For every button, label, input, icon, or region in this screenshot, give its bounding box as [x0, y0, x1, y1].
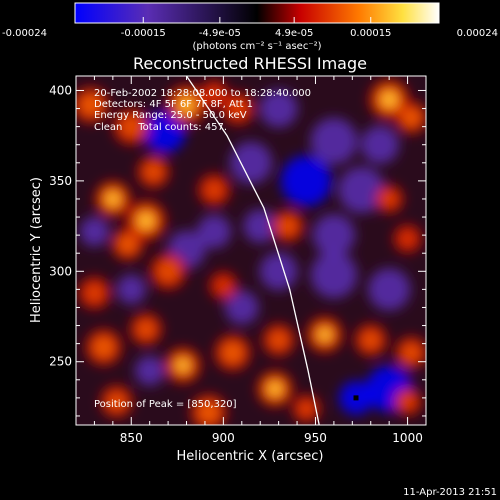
- annotation-energy: Energy Range: 25.0 - 50.0 keV: [94, 110, 247, 121]
- y-tick-label: 350: [49, 174, 72, 188]
- heatmap-cold-region: [312, 213, 356, 257]
- heatmap-hot-core: [360, 329, 381, 351]
- heatmap-cold-region: [310, 117, 358, 165]
- heatmap-hot-peak: [139, 214, 153, 227]
- solar-limb-curve: [185, 76, 320, 425]
- heatmap-cold-region: [197, 214, 232, 249]
- heatmap-hot-core: [398, 229, 417, 248]
- colorbar-unit-label: (photons cm⁻² s⁻¹ asec⁻²): [192, 41, 321, 52]
- heatmap-hot-core: [119, 115, 143, 138]
- heatmap-hot-core: [401, 107, 422, 128]
- heatmap-hot-core: [143, 161, 164, 182]
- heatmap-hot-core: [84, 282, 105, 304]
- heatmap-hot-core: [197, 401, 220, 424]
- heatmap-cold-region: [259, 252, 298, 291]
- heatmap-cold-region: [229, 141, 273, 184]
- heatmap-hot-core: [79, 93, 103, 117]
- colorbar: -0.00024 -0.00015 -4.9e-05 4.9e-05 0.00015 0.…: [2, 2, 498, 52]
- x-tick-label: 1000: [392, 431, 423, 445]
- heatmap-hot-core: [135, 319, 157, 340]
- colorbar-tick-label: 0.00024: [457, 28, 498, 39]
- heatmap-hot-core: [214, 276, 233, 295]
- colorbar-tick-label: 4.9e-05: [275, 28, 313, 39]
- x-axis-label: Heliocentric X (arcsec): [177, 449, 324, 464]
- heatmap-hot-peak: [319, 329, 331, 341]
- heatmap-hot-core: [106, 391, 127, 412]
- y-axis-label: Heliocentric Y (arcsec): [29, 177, 44, 323]
- plot-frame: [75, 75, 427, 426]
- plot-area: 850 900 950 1000 250 300 350 400: [49, 75, 427, 445]
- heatmap-hot-core: [117, 234, 138, 255]
- footer-timestamp: 11-Apr-2013 21:51: [403, 487, 497, 498]
- heatmap-cold-region: [280, 155, 332, 207]
- heatmap-hot-core: [221, 341, 244, 364]
- annotation-block: 20-Feb-2002 18:28:08.000 to 18:28:40.000…: [94, 88, 311, 410]
- heatmap-cold-region: [338, 166, 385, 214]
- heatmap-hot-peak: [383, 93, 396, 106]
- heatmap-hot-core: [228, 98, 249, 119]
- colorbar-ticks: -0.00024 -0.00015 -4.9e-05 4.9e-05 0.00015 0.…: [2, 17, 498, 39]
- colorbar-tick-label: -4.9e-05: [199, 28, 241, 39]
- heatmap-cold-region: [134, 355, 165, 386]
- heatmap-hot-core: [380, 190, 398, 208]
- x-tick-label: 850: [120, 431, 143, 445]
- axis-ticks: 850 900 950 1000 250 300 350 400: [49, 76, 426, 445]
- heatmap-hot-core: [268, 329, 289, 351]
- colorbar-strip: [74, 2, 440, 24]
- heatmap-hot-peak: [180, 98, 193, 112]
- heatmap-hot-peak: [177, 359, 189, 371]
- heatmap-cold-region: [243, 209, 278, 244]
- heatmap-hot-core: [297, 399, 316, 418]
- heatmap-hot-peak: [107, 193, 119, 205]
- colorbar-tick-label: -0.00015: [121, 28, 166, 39]
- colorbar-tick-label: -0.00024: [2, 28, 47, 39]
- heatmap-cold-region: [116, 274, 147, 305]
- y-tick-label: 300: [49, 264, 72, 278]
- heatmap-cold-region: [79, 216, 110, 247]
- annotation-peak: Position of Peak = [850,320]: [94, 399, 237, 410]
- heatmap-cold-region: [224, 290, 259, 325]
- heatmap-hot-core: [204, 179, 225, 200]
- heatmap-cold-region: [259, 89, 298, 128]
- annotation-time: 20-Feb-2002 18:28:08.000 to 18:28:40.000: [94, 88, 311, 99]
- annotation-clean: Clean Total counts: 457.: [94, 122, 227, 133]
- heatmap-hot-core: [205, 85, 223, 103]
- x-tick-label: 900: [212, 431, 235, 445]
- heatmap-cold-region: [360, 125, 400, 164]
- y-tick-label: 400: [49, 83, 72, 97]
- heatmap-hot-core: [401, 342, 422, 363]
- heatmap-image: [76, 79, 426, 425]
- heatmap-cold-region: [367, 268, 411, 311]
- heatmap-hot-core: [156, 259, 180, 283]
- heatmap-hot-core: [398, 392, 417, 411]
- chart-title: Reconstructed RHESSI Image: [133, 54, 367, 73]
- heatmap-hot-core: [277, 216, 298, 237]
- y-tick-label: 250: [49, 355, 72, 369]
- heatmap-cold-region: [310, 251, 358, 299]
- heatmap-hot-peak: [269, 383, 281, 395]
- annotation-detectors: Detectors: 4F 5F 6F 7F 8F, Att 1: [94, 99, 253, 110]
- x-tick-label: 950: [304, 431, 327, 445]
- colorbar-tick-label: 0.00015: [350, 28, 391, 39]
- peak-marker: [353, 395, 359, 401]
- heatmap-hot-core: [92, 335, 115, 359]
